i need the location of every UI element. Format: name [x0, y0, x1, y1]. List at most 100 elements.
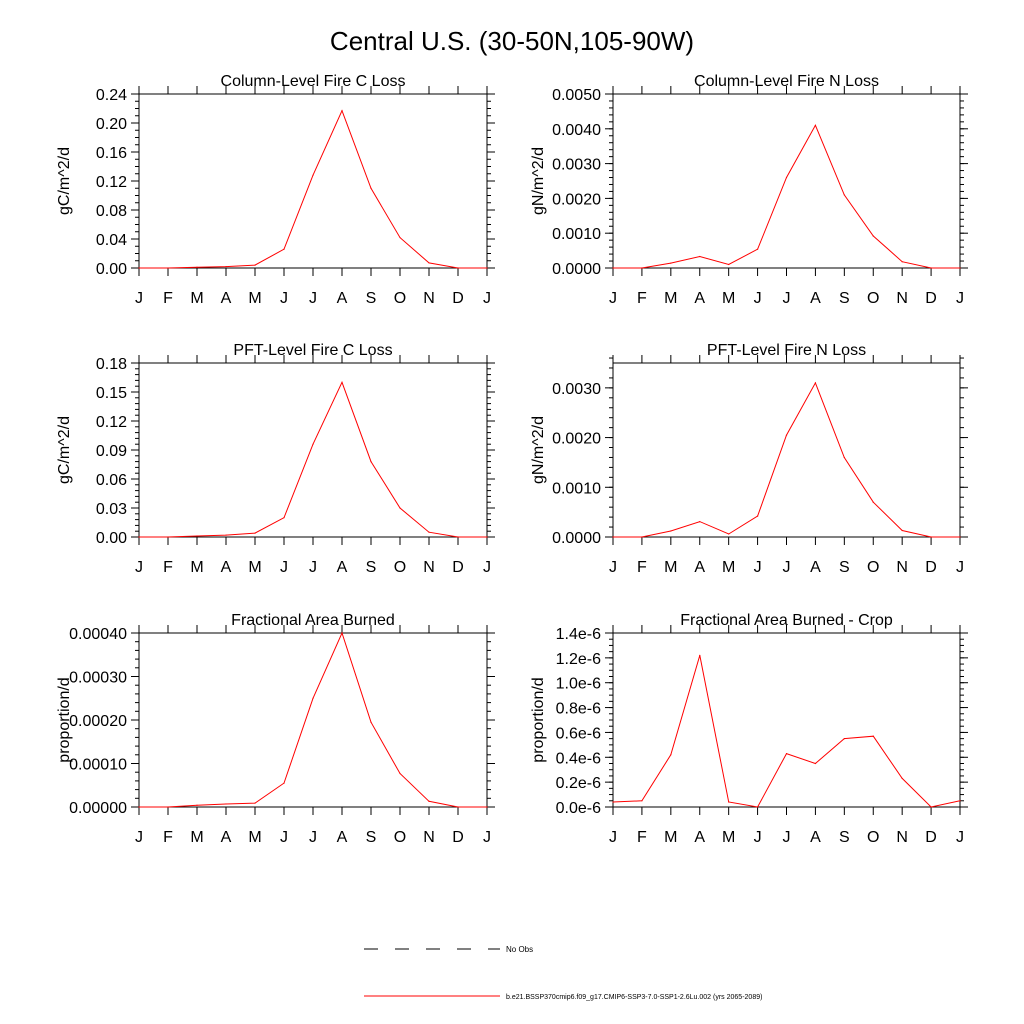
- x-tick-label: A: [221, 829, 232, 846]
- x-tick-label: O: [394, 290, 406, 307]
- data-point: [756, 248, 759, 250]
- data-point: [196, 804, 198, 806]
- data-point: [283, 517, 285, 519]
- y-tick-label: 0.00010: [69, 757, 127, 774]
- y-tick-label: 0.0040: [552, 122, 601, 139]
- x-tick-label: A: [221, 559, 232, 576]
- data-point: [814, 382, 817, 384]
- x-tick-label: J: [280, 829, 288, 846]
- x-tick-label: F: [637, 290, 647, 307]
- y-axis-label: gN/m^2/d: [530, 147, 547, 215]
- x-tick-label: J: [956, 829, 964, 846]
- data-point: [670, 530, 672, 532]
- data-point: [399, 236, 401, 239]
- x-tick-label: J: [483, 559, 491, 576]
- x-tick-label: J: [309, 559, 317, 576]
- data-point: [428, 800, 430, 802]
- x-tick-label: J: [956, 559, 964, 576]
- data-point: [756, 806, 759, 808]
- data-point: [641, 267, 643, 269]
- x-tick-label: M: [248, 829, 261, 846]
- x-tick-label: F: [637, 829, 647, 846]
- x-tick-label: A: [694, 829, 705, 846]
- x-tick-label: A: [694, 559, 705, 576]
- x-tick-label: O: [867, 829, 879, 846]
- data-point: [341, 381, 343, 383]
- data-point: [225, 803, 227, 805]
- y-tick-label: 0.06: [96, 472, 127, 489]
- chart-title: PFT-Level Fire N Loss: [707, 342, 866, 359]
- data-point: [312, 443, 314, 445]
- y-axis-label: gN/m^2/d: [530, 416, 547, 484]
- x-tick-label: F: [637, 559, 647, 576]
- data-point: [225, 265, 227, 268]
- y-tick-label: 0.0030: [552, 381, 601, 398]
- x-tick-label: J: [135, 829, 143, 846]
- data-point: [901, 777, 903, 780]
- y-tick-label: 0.00030: [69, 670, 127, 687]
- data-point: [457, 267, 459, 269]
- x-tick-label: S: [839, 829, 850, 846]
- x-tick-label: J: [783, 829, 791, 846]
- data-point: [872, 501, 874, 503]
- data-point: [254, 532, 256, 534]
- x-tick-label: S: [366, 559, 377, 576]
- x-tick-label: J: [783, 290, 791, 307]
- x-tick-label: S: [839, 290, 850, 307]
- y-tick-label: 0.8e-6: [556, 701, 601, 718]
- y-tick-label: 0.08: [96, 203, 127, 220]
- data-point: [486, 806, 488, 808]
- series-line: [139, 109, 487, 269]
- x-tick-label: O: [867, 290, 879, 307]
- x-tick-label: J: [754, 829, 762, 846]
- x-tick-label: O: [394, 829, 406, 846]
- data-point: [612, 801, 614, 803]
- y-tick-label: 0.0000: [552, 261, 601, 278]
- chart-panels: Column-Level Fire C Loss gC/m^2/d 0.00 0.04…: [56, 73, 968, 846]
- data-point: [959, 267, 961, 269]
- y-tick-label: 0.0030: [552, 157, 601, 174]
- x-tick-label: J: [135, 290, 143, 307]
- x-tick-label: J: [280, 559, 288, 576]
- data-point: [399, 507, 401, 509]
- data-point: [283, 782, 285, 784]
- data-point: [486, 536, 488, 538]
- legend-obs-label: No Obs: [506, 945, 533, 954]
- chart-title: Column-Level Fire N Loss: [694, 73, 879, 90]
- x-tick-label: M: [248, 559, 261, 576]
- x-tick-label: A: [337, 290, 348, 307]
- x-tick-label: F: [163, 559, 173, 576]
- legend: No Obs b.e21.BSSP370cmip6.f09_g17.CMIP6-…: [364, 945, 762, 1001]
- data-point: [930, 806, 932, 808]
- x-tick-label: S: [839, 559, 850, 576]
- y-tick-label: 0.0050: [552, 87, 601, 104]
- data-point: [167, 267, 169, 269]
- x-tick-label: J: [609, 829, 617, 846]
- y-tick-label: 0.12: [96, 174, 127, 191]
- x-tick-label: M: [664, 559, 677, 576]
- x-tick-label: D: [452, 559, 464, 576]
- x-tick-label: S: [366, 290, 377, 307]
- y-tick-label: 0.09: [96, 443, 127, 460]
- data-point: [486, 267, 488, 269]
- series-line: [613, 381, 960, 538]
- y-tick-label: 0.15: [96, 385, 127, 402]
- data-point: [254, 264, 256, 266]
- y-axis-label: gC/m^2/d: [56, 416, 73, 484]
- y-tick-label: 0.4e-6: [556, 750, 601, 767]
- x-tick-label: N: [896, 290, 908, 307]
- data-point: [196, 266, 198, 268]
- series-line: [139, 631, 487, 808]
- data-point: [699, 654, 701, 656]
- x-tick-label: N: [896, 829, 908, 846]
- data-point: [196, 535, 198, 537]
- chart-panel-3: PFT-Level Fire C Loss gC/m^2/d 0.00 0.03 0.0…: [56, 342, 495, 576]
- data-point: [370, 187, 372, 189]
- x-tick-label: F: [163, 290, 173, 307]
- y-tick-label: 0.24: [96, 87, 127, 104]
- x-tick-label: O: [867, 559, 879, 576]
- chart-title: Column-Level Fire C Loss: [221, 73, 406, 90]
- data-point: [843, 738, 845, 740]
- y-tick-label: 1.0e-6: [556, 676, 601, 693]
